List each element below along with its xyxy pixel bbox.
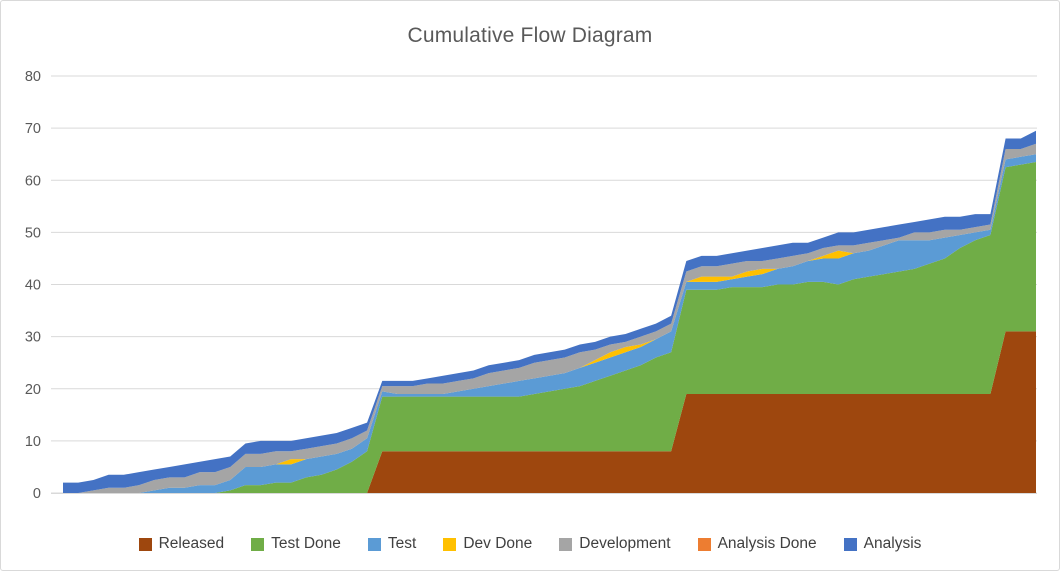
legend-item-analysis: Analysis	[843, 535, 922, 553]
legend-item-released: Released	[138, 535, 225, 553]
development-swatch-icon	[559, 537, 573, 551]
test-swatch-icon	[367, 537, 381, 551]
y-axis-tick-label: 50	[25, 225, 41, 241]
area-series-released	[63, 331, 1036, 493]
y-axis-tick-label: 60	[25, 173, 41, 189]
legend-item-development: Development	[559, 535, 671, 553]
y-axis-tick-label: 10	[25, 434, 41, 450]
released-swatch-icon	[138, 537, 152, 551]
legend-label: Development	[579, 535, 671, 552]
legend-label: Analysis	[863, 535, 922, 552]
y-axis-tick-label: 80	[25, 69, 41, 85]
y-axis-tick-label: 20	[25, 382, 41, 398]
area-series-test-done	[63, 162, 1036, 493]
analysis-done-swatch-icon	[697, 537, 711, 551]
legend-item-analysis-done: Analysis Done	[697, 535, 817, 553]
legend-label: Released	[158, 535, 225, 552]
dev-done-swatch-icon	[443, 537, 457, 551]
analysis-swatch-icon	[843, 537, 857, 551]
legend-label: Dev Done	[463, 535, 533, 552]
y-axis-tick-label: 40	[25, 278, 41, 294]
test-done-swatch-icon	[251, 537, 265, 551]
y-axis-tick-label: 30	[25, 330, 41, 346]
y-axis-tick-label: 0	[33, 486, 41, 502]
legend-label: Analysis Done	[717, 535, 817, 552]
legend-label: Test	[387, 535, 417, 552]
legend-item-test: Test	[367, 535, 417, 553]
legend-item-dev-done: Dev Done	[443, 535, 532, 553]
legend-label: Test Done	[271, 535, 341, 552]
chart-title: Cumulative Flow Diagram	[407, 24, 653, 47]
y-axis-tick-label: 70	[25, 121, 41, 137]
chart-legend: Released Test Done Test Dev Done Develop…	[1, 535, 1059, 553]
legend-item-test-done: Test Done	[251, 535, 341, 553]
